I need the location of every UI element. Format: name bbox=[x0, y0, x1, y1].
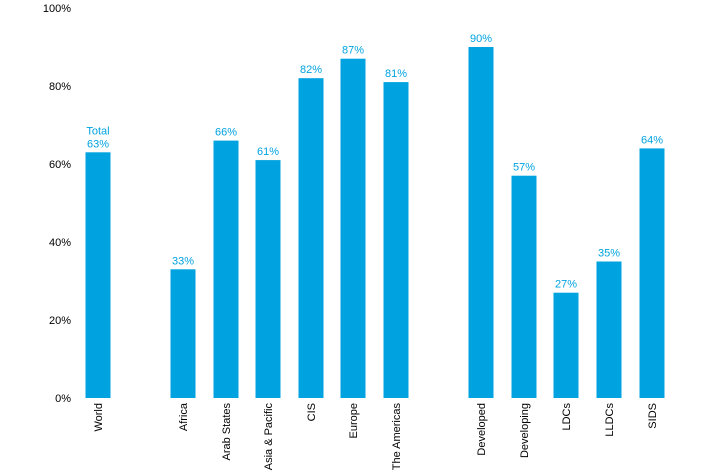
data-label: 27% bbox=[555, 279, 577, 291]
x-tick-label: The Americas bbox=[391, 403, 403, 471]
bar bbox=[213, 140, 239, 398]
data-label-prefix: Total bbox=[86, 125, 109, 137]
x-tick-label: Developed bbox=[476, 403, 488, 456]
y-tick-label: 40% bbox=[49, 237, 71, 249]
data-label: 35% bbox=[598, 248, 620, 260]
bar bbox=[170, 269, 196, 398]
x-tick-label: World bbox=[93, 403, 105, 432]
bar bbox=[639, 148, 665, 398]
bar bbox=[85, 152, 111, 398]
bar bbox=[255, 160, 281, 398]
bar bbox=[340, 58, 366, 398]
data-label: 66% bbox=[215, 127, 237, 139]
bars bbox=[85, 47, 665, 398]
bar bbox=[596, 261, 622, 398]
data-label: 61% bbox=[257, 146, 279, 158]
bar bbox=[298, 78, 324, 398]
x-tick-label: SIDS bbox=[647, 403, 659, 429]
data-label: 64% bbox=[641, 134, 663, 146]
y-tick-label: 60% bbox=[49, 159, 71, 171]
x-tick-label: Developing bbox=[519, 403, 531, 458]
bar bbox=[553, 292, 579, 398]
y-axis: 0% 20% 40% 60% 80% 100% bbox=[43, 3, 71, 405]
x-tick-label: Asia & Pacific bbox=[263, 403, 275, 471]
data-label: 57% bbox=[513, 162, 535, 174]
bar bbox=[468, 47, 494, 398]
data-label: 33% bbox=[172, 255, 194, 267]
x-tick-label: Africa bbox=[178, 402, 190, 431]
data-label: 63% bbox=[87, 138, 109, 150]
data-label: 90% bbox=[470, 33, 492, 45]
data-label: 82% bbox=[300, 64, 322, 76]
data-label: 87% bbox=[342, 45, 364, 57]
bar bbox=[511, 175, 537, 398]
data-label: 81% bbox=[385, 68, 407, 80]
y-tick-label: 20% bbox=[49, 315, 71, 327]
x-tick-label: LDCs bbox=[561, 403, 573, 431]
y-tick-label: 0% bbox=[55, 393, 71, 405]
x-tick-label: Arab States bbox=[221, 403, 233, 461]
x-axis: World Africa Arab States Asia & Pacific CIS E… bbox=[93, 402, 659, 470]
y-tick-label: 80% bbox=[49, 81, 71, 93]
x-tick-label: Europe bbox=[348, 403, 360, 438]
x-tick-label: LLDCs bbox=[604, 403, 616, 437]
bar bbox=[383, 82, 409, 398]
y-tick-label: 100% bbox=[43, 3, 71, 15]
x-tick-label: CIS bbox=[306, 403, 318, 421]
